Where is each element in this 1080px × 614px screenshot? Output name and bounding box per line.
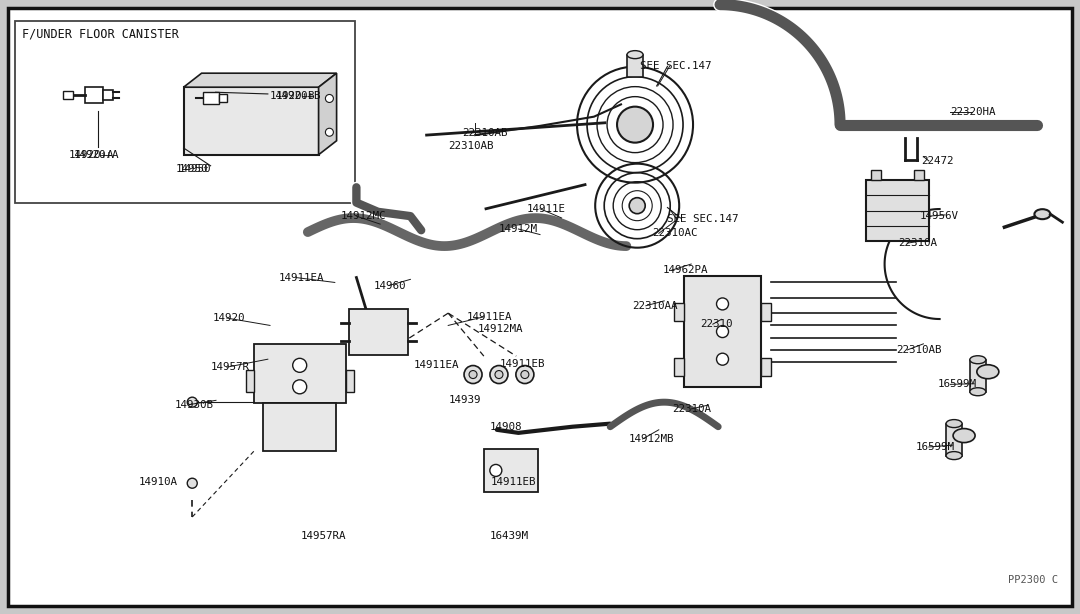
Bar (627, 55, 643, 77)
Text: 14930B: 14930B (175, 400, 214, 410)
Text: 22310A: 22310A (672, 404, 711, 414)
Text: 22310AB: 22310AB (448, 141, 494, 151)
Bar (254, 344, 346, 403)
Ellipse shape (953, 429, 975, 443)
Circle shape (490, 365, 508, 384)
Circle shape (716, 325, 729, 338)
Text: F/UNDER FLOOR CANISTER: F/UNDER FLOOR CANISTER (22, 27, 179, 41)
Text: 14911EB: 14911EB (490, 477, 536, 487)
Circle shape (495, 370, 503, 379)
Bar (484, 449, 538, 492)
Bar (63, 91, 73, 99)
Bar (262, 403, 337, 451)
Text: 14912MB: 14912MB (629, 434, 674, 444)
Text: 14957RA: 14957RA (300, 531, 346, 541)
Text: 14912MA: 14912MA (477, 324, 523, 334)
Bar (184, 87, 319, 155)
Circle shape (716, 353, 729, 365)
Text: 14912MC: 14912MC (340, 211, 386, 221)
Text: 22310: 22310 (700, 319, 732, 329)
Circle shape (630, 198, 645, 214)
Text: 22310AC: 22310AC (652, 228, 698, 238)
Circle shape (293, 359, 307, 372)
Bar (103, 90, 113, 100)
Bar (349, 309, 408, 355)
Text: 14960: 14960 (374, 281, 406, 290)
Text: 14962PA: 14962PA (663, 265, 708, 275)
Bar (946, 424, 962, 456)
Circle shape (469, 370, 477, 379)
Text: 14950: 14950 (178, 164, 211, 174)
Circle shape (464, 365, 482, 384)
Text: 14908: 14908 (489, 422, 522, 432)
Ellipse shape (970, 356, 986, 363)
Text: 14920+B: 14920+B (275, 91, 321, 101)
Ellipse shape (627, 50, 643, 59)
Bar (346, 370, 353, 392)
Text: 14950: 14950 (176, 164, 208, 174)
Text: 22310AB: 22310AB (896, 345, 942, 355)
Bar (674, 358, 684, 376)
Text: SEE SEC.147: SEE SEC.147 (640, 61, 712, 71)
Text: 22320HA: 22320HA (950, 107, 996, 117)
Bar (684, 276, 761, 387)
Bar (203, 92, 218, 104)
Ellipse shape (970, 387, 986, 396)
Text: 22310AA: 22310AA (632, 301, 677, 311)
Circle shape (617, 107, 653, 142)
Ellipse shape (946, 419, 962, 427)
Bar (761, 303, 771, 321)
Circle shape (325, 95, 334, 103)
Bar (218, 94, 227, 103)
Text: 14912M: 14912M (499, 224, 538, 234)
Ellipse shape (946, 451, 962, 460)
Text: 14911EA: 14911EA (467, 312, 512, 322)
Text: 16599M: 16599M (916, 442, 955, 452)
Text: 14910A: 14910A (138, 477, 177, 487)
Bar (246, 370, 254, 392)
Circle shape (293, 380, 307, 394)
Ellipse shape (976, 365, 999, 379)
Text: 14920+A: 14920+A (73, 150, 119, 160)
Text: 16439M: 16439M (489, 531, 528, 541)
Bar (674, 303, 684, 321)
Ellipse shape (1035, 209, 1051, 219)
Text: 14956V: 14956V (920, 211, 959, 221)
Circle shape (325, 128, 334, 136)
Circle shape (516, 365, 534, 384)
Polygon shape (319, 73, 337, 155)
Bar (970, 360, 986, 392)
Circle shape (490, 464, 502, 476)
Bar (15, 21, 355, 203)
Bar (914, 170, 923, 180)
Text: 14911EA: 14911EA (414, 360, 459, 370)
Text: 14911EB: 14911EB (500, 359, 545, 369)
Circle shape (716, 298, 729, 310)
Text: PP2300 C: PP2300 C (1009, 575, 1058, 585)
Text: 14920+A: 14920+A (69, 150, 114, 160)
Text: 14911E: 14911E (527, 204, 566, 214)
Text: 14957R: 14957R (211, 362, 249, 372)
Text: 22310AB: 22310AB (462, 128, 508, 138)
Text: 14920+B: 14920+B (270, 91, 315, 101)
Text: 22472: 22472 (921, 156, 954, 166)
Polygon shape (184, 73, 337, 87)
Circle shape (187, 478, 198, 488)
Text: SEE SEC.147: SEE SEC.147 (667, 214, 739, 223)
Text: 14911EA: 14911EA (279, 273, 324, 282)
Bar (761, 358, 771, 376)
Circle shape (187, 397, 198, 407)
Circle shape (521, 370, 529, 379)
Text: 14920: 14920 (213, 313, 245, 323)
Bar (866, 180, 929, 241)
Text: 16599M: 16599M (937, 379, 976, 389)
Text: 22310A: 22310A (899, 238, 937, 248)
Text: 14939: 14939 (448, 395, 481, 405)
Bar (85, 87, 103, 103)
Bar (872, 170, 881, 180)
